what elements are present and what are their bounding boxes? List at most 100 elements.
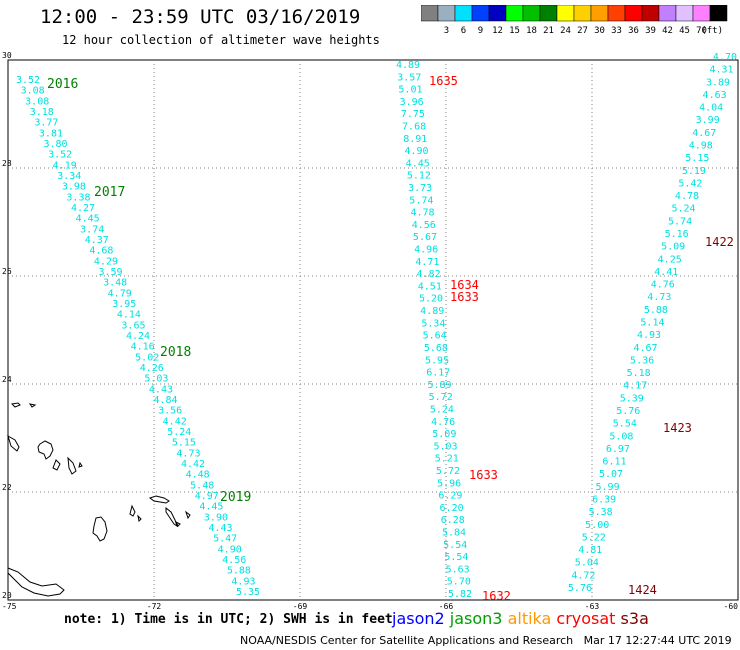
swh-value: 5.15 (172, 438, 196, 449)
swh-value: 5.63 (446, 564, 470, 575)
island-outline (92, 516, 108, 542)
swh-value: 5.67 (413, 232, 437, 243)
swh-value: 6.11 (602, 457, 626, 468)
pass-time-label: 1423 (663, 421, 692, 435)
swh-value: 6.20 (440, 503, 464, 514)
swh-value: 5.03 (144, 374, 168, 385)
swh-value: 6.28 (441, 515, 465, 526)
swh-value: 4.98 (689, 141, 713, 152)
swh-value: 4.89 (396, 60, 420, 71)
scale-tick-label: 45 (679, 26, 690, 35)
swh-value: 5.76 (616, 406, 640, 417)
year-label: 2018 (160, 345, 191, 360)
swh-value: 4.89 (420, 306, 444, 317)
swh-value: 4.43 (209, 523, 233, 534)
swh-value: 5.34 (421, 318, 445, 329)
island-outline (7, 434, 20, 452)
swh-value: 3.65 (121, 320, 145, 331)
scale-tick-label: 18 (526, 26, 537, 35)
swh-value: 4.70 (713, 52, 737, 63)
longitude-label: -72 (147, 602, 162, 611)
swh-value: 4.93 (637, 330, 661, 341)
swh-value: 5.02 (135, 352, 159, 363)
swh-value: 4.82 (417, 269, 441, 280)
swh-value: 3.48 (103, 278, 127, 289)
swh-value: 5.64 (423, 331, 447, 342)
swh-value: 5.54 (444, 552, 468, 563)
swh-value: 4.84 (154, 395, 178, 406)
scale-tick-label: 9 (478, 26, 483, 35)
scale-tick-label: 24 (560, 26, 571, 35)
swh-value: 3.96 (400, 97, 424, 108)
latitude-label: 30 (2, 51, 12, 60)
swh-value: 4.73 (647, 292, 671, 303)
swh-value: 4.97 (195, 491, 219, 502)
swh-value: 6.29 (438, 491, 462, 502)
swh-value: 4.26 (140, 363, 164, 374)
latitude-label: 28 (2, 159, 12, 168)
swh-value: 4.56 (222, 555, 246, 566)
swh-value: 5.95 (425, 355, 449, 366)
swh-value: 5.88 (644, 305, 668, 316)
swh-value: 3.99 (696, 115, 720, 126)
pass-time-label: 1422 (705, 235, 734, 249)
swh-value: 3.08 (25, 96, 49, 107)
swh-value: 4.17 (623, 381, 647, 392)
pass-time-label: 1634 (450, 278, 479, 292)
satellite-legend-item: jason3 (449, 609, 508, 628)
swh-value: 5.70 (447, 577, 471, 588)
coastline-islands (7, 402, 191, 597)
swh-value: 4.14 (117, 310, 141, 321)
swh-value: 5.48 (190, 480, 214, 491)
swh-value: 3.80 (44, 139, 68, 150)
scale-tick-label: 36 (628, 26, 639, 35)
satellite-legend-item: jason2 (392, 609, 450, 628)
swh-value: 4.63 (703, 90, 727, 101)
swh-value: 5.82 (448, 589, 472, 600)
longitude-label: -75 (2, 602, 17, 611)
swh-value: 4.78 (411, 208, 435, 219)
swh-value: 5.74 (668, 216, 692, 227)
longitude-label: -66 (439, 602, 454, 611)
pass-time-label: 1633 (450, 290, 479, 304)
swh-value: 5.08 (609, 431, 633, 442)
swh-value: 6.97 (606, 444, 630, 455)
scale-tick-label: 12 (492, 26, 503, 35)
swh-value: 5.99 (596, 482, 620, 493)
satellite-legend-item: s3a (620, 609, 649, 628)
swh-value: 3.74 (80, 224, 104, 235)
swh-value: 3.95 (112, 299, 136, 310)
swh-value: 4.43 (149, 384, 173, 395)
swh-value: 5.89 (427, 380, 451, 391)
swh-value: 5.38 (589, 507, 613, 518)
swh-value: 3.98 (62, 182, 86, 193)
page-title: 12:00 - 23:59 UTC 03/16/2019 (40, 6, 361, 28)
swh-value: 5.12 (407, 171, 431, 182)
swh-value: 4.37 (85, 235, 109, 246)
swh-value: 5.36 (630, 355, 654, 366)
swh-value: 4.48 (186, 470, 210, 481)
swh-value: 5.72 (429, 392, 453, 403)
scale-unit: (ft) (701, 26, 723, 35)
scale-tick-label: 42 (662, 26, 673, 35)
wave-height-color-scale: 3 6 9 12 15 18 21 24 27 30 33 36 39 42 45 70(ft) (421, 5, 728, 35)
footnote: note: 1) Time is in UTC; 2) SWH is in fe… (64, 612, 393, 627)
pass-labels: 2016201720182019163516341633163316321422… (47, 74, 734, 603)
page-subtitle: 12 hour collection of altimeter wave hei… (62, 33, 380, 47)
swh-value: 4.56 (412, 220, 436, 231)
swh-value: 4.42 (181, 459, 205, 470)
swh-value: 5.76 (568, 583, 592, 594)
swh-value: 5.00 (585, 520, 609, 531)
swh-value: 4.42 (163, 416, 187, 427)
scale-tick-label: 70 (696, 26, 707, 35)
swh-value: 5.15 (685, 153, 709, 164)
swh-value: 5.39 (620, 393, 644, 404)
swh-value: 3.38 (66, 192, 90, 203)
scale-swatch (709, 5, 728, 22)
swh-value: 3.90 (204, 512, 228, 523)
pass-time-label: 1632 (482, 589, 511, 603)
scale-tick-label: 6 (461, 26, 466, 35)
swh-value: 4.67 (634, 343, 658, 354)
island-outline (37, 440, 61, 471)
